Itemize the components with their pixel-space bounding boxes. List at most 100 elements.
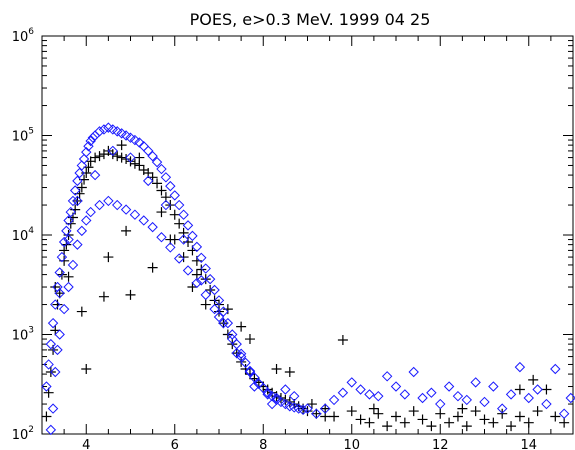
data-point-diamond <box>209 303 220 315</box>
data-point-plus <box>391 411 401 422</box>
data-point-diamond <box>81 215 92 226</box>
data-point-plus <box>523 417 534 428</box>
data-point-plus <box>121 154 132 165</box>
data-point-diamond <box>381 371 393 382</box>
data-point-plus <box>178 227 189 238</box>
data-point-plus <box>112 151 123 162</box>
data-point-diamond <box>200 289 211 301</box>
data-point-plus <box>94 151 105 162</box>
x-tick-label: 4 <box>82 438 90 450</box>
data-point-diamond <box>262 387 273 398</box>
data-point-diamond <box>505 389 517 400</box>
data-point-plus <box>236 321 247 332</box>
data-point-diamond <box>63 215 74 226</box>
data-point-plus <box>514 384 525 395</box>
data-point-diamond <box>182 265 194 276</box>
data-point-diamond <box>142 145 154 157</box>
data-point-diamond <box>165 180 176 192</box>
data-point-diamond <box>94 126 105 137</box>
data-point-diamond <box>297 404 309 416</box>
data-point-diamond <box>550 363 561 375</box>
data-point-diamond <box>496 403 508 414</box>
data-point-diamond <box>200 263 211 274</box>
data-point-diamond <box>169 190 180 201</box>
data-point-plus <box>125 156 136 167</box>
data-point-diamond <box>178 209 189 220</box>
data-point-plus <box>408 406 419 417</box>
data-point-plus <box>70 204 81 215</box>
data-point-diamond <box>120 204 132 215</box>
data-point-plus <box>152 178 163 189</box>
data-point-plus <box>174 218 185 229</box>
data-point-diamond <box>69 185 81 196</box>
data-point-diamond <box>337 387 349 398</box>
data-point-diamond <box>244 366 256 378</box>
data-point-plus <box>116 140 127 151</box>
data-point-diamond <box>558 408 570 419</box>
data-point-plus <box>382 421 393 432</box>
data-point-diamond <box>107 124 119 135</box>
data-point-diamond <box>103 195 114 207</box>
data-point-diamond <box>426 387 437 398</box>
data-point-plus <box>479 414 490 425</box>
data-point-plus <box>121 225 132 236</box>
data-point-diamond <box>160 199 172 211</box>
data-point-diamond <box>249 381 260 392</box>
data-point-plus <box>200 299 211 310</box>
data-point-diamond <box>165 242 176 253</box>
x-tick-label: 6 <box>171 438 179 450</box>
data-point-diamond <box>461 394 473 406</box>
data-point-diamond <box>218 306 229 317</box>
data-point-plus <box>355 414 366 425</box>
data-point-diamond <box>94 199 105 211</box>
data-point-plus <box>187 282 198 293</box>
data-point-plus <box>457 403 468 414</box>
chart-title: POES, e>0.3 MeV. 1999 04 25 <box>190 10 431 29</box>
data-point-diamond <box>222 317 234 329</box>
data-point-plus <box>183 237 194 248</box>
plot-frame <box>41 35 574 435</box>
data-point-plus <box>125 289 136 300</box>
data-point-plus <box>461 421 472 432</box>
data-point-diamond <box>67 195 79 207</box>
data-point-diamond <box>541 398 552 410</box>
data-point-plus <box>528 374 539 385</box>
data-point-plus <box>50 282 61 293</box>
data-point-diamond <box>523 392 534 404</box>
data-point-plus <box>470 406 481 417</box>
data-point-diamond <box>147 221 158 233</box>
data-point-diamond <box>87 132 99 143</box>
data-point-diamond <box>72 175 83 187</box>
data-point-plus <box>284 366 295 377</box>
data-point-diamond <box>204 273 216 285</box>
data-point-diamond <box>240 357 251 368</box>
data-point-plus <box>134 152 145 163</box>
data-point-plus <box>320 403 331 414</box>
data-point-diamond <box>120 130 132 141</box>
data-point-diamond <box>187 230 198 242</box>
data-point-plus <box>169 234 180 245</box>
data-point-diamond <box>116 128 127 139</box>
data-point-diamond <box>479 396 490 408</box>
data-point-diamond <box>235 348 247 359</box>
data-point-diamond <box>227 329 238 340</box>
data-point-diamond <box>50 366 61 378</box>
data-point-diamond <box>280 384 291 395</box>
data-point-plus <box>506 421 517 432</box>
data-point-diamond <box>213 295 225 306</box>
data-point-plus <box>541 384 552 395</box>
data-point-diamond <box>142 175 154 187</box>
data-point-diamond <box>98 124 110 135</box>
data-point-diamond <box>112 199 123 211</box>
data-point-plus <box>41 411 52 422</box>
data-point-plus <box>426 421 437 432</box>
data-point-diamond <box>262 389 273 400</box>
data-point-plus <box>129 158 140 169</box>
data-point-plus <box>116 152 127 163</box>
data-point-diamond <box>67 259 79 271</box>
data-point-diamond <box>85 135 96 147</box>
data-point-diamond <box>443 381 455 392</box>
data-point-diamond <box>266 398 278 410</box>
data-point-plus <box>559 417 570 428</box>
